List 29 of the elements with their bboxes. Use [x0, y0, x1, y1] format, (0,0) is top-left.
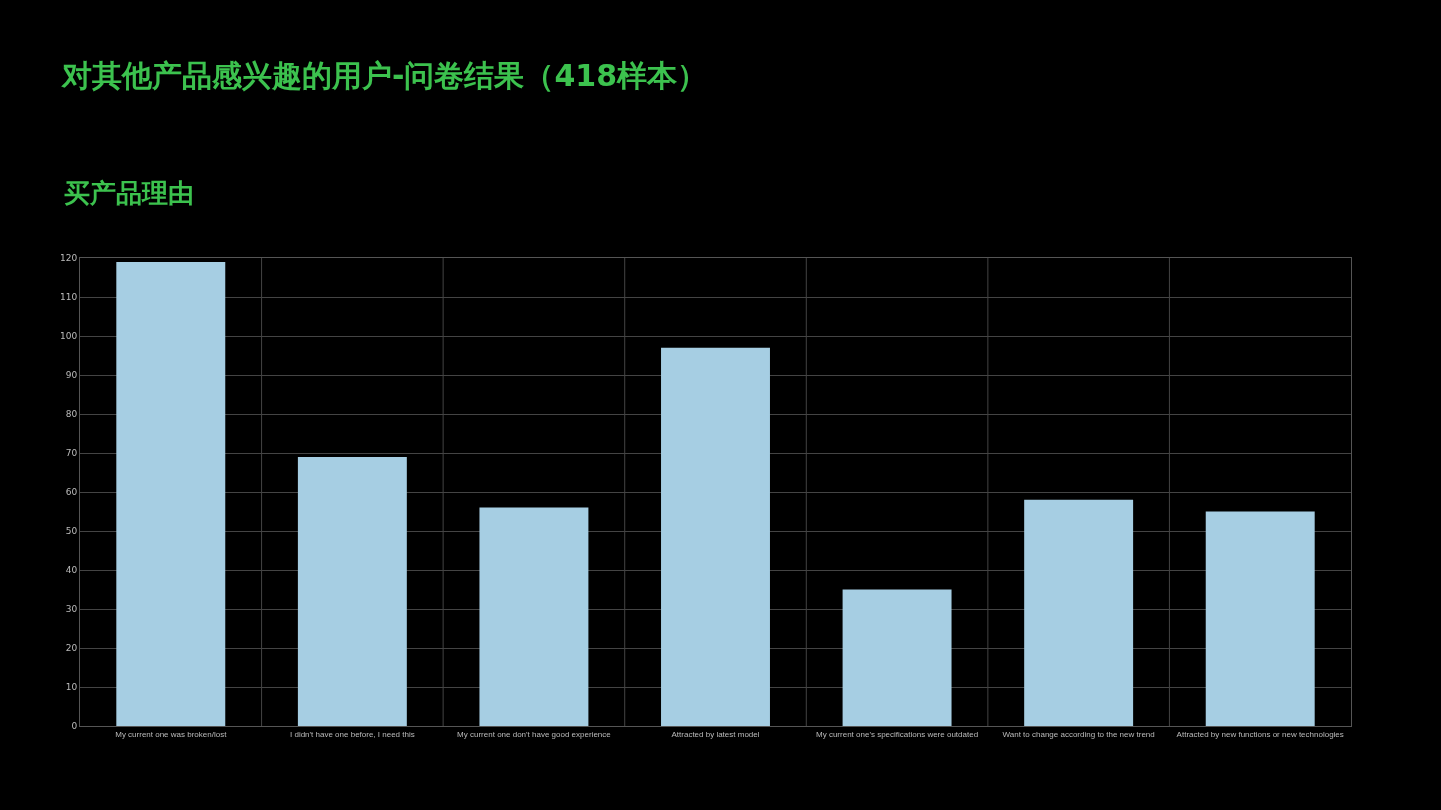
y-tick-label: 40 [65, 565, 78, 576]
y-tick-label: 90 [65, 370, 78, 381]
y-tick-label: 60 [65, 487, 78, 498]
bar [661, 347, 770, 726]
y-tick-label: 20 [65, 643, 78, 654]
bar [116, 261, 226, 726]
x-tick-label: My current one was broken/lost [115, 729, 228, 739]
bar [479, 507, 589, 726]
bar [842, 589, 952, 726]
x-tick-label: My current one's specifications were outdated [816, 729, 979, 739]
chart-subtitle: 买产品理由 [64, 178, 194, 208]
y-tick-label: 70 [65, 448, 78, 459]
y-tick-label: 120 [60, 253, 78, 264]
x-tick-label: Want to change according to the new trend [1002, 729, 1155, 739]
bar [1205, 511, 1315, 726]
y-tick-label: 80 [65, 409, 78, 420]
y-tick-label: 0 [71, 721, 78, 732]
x-tick-label: Attracted by latest model [671, 729, 760, 739]
bar [1024, 499, 1134, 726]
x-tick-label: I didn't have one before, I need this [289, 729, 415, 739]
y-tick-label: 10 [65, 682, 78, 693]
x-tick-label: Attracted by new functions or new technologies [1176, 729, 1344, 739]
y-tick-label: 100 [60, 331, 78, 342]
x-tick-label: My current one don't have good experience [457, 729, 612, 739]
y-tick-label: 30 [65, 604, 78, 615]
bar [297, 456, 407, 726]
y-tick-label: 50 [65, 526, 78, 537]
chart-title: 对其他产品感兴趣的用户-问卷结果（418样本） [61, 57, 708, 93]
y-tick-label: 110 [60, 292, 78, 303]
